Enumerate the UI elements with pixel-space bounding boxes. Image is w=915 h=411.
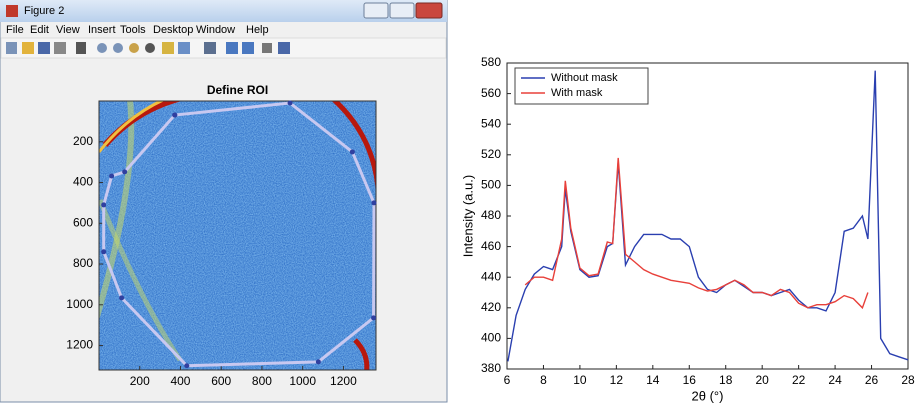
series-line xyxy=(524,157,869,310)
y-tick-label: 460 xyxy=(481,239,501,253)
y-tick-label: 380 xyxy=(481,361,501,375)
y-tick-label: 1200 xyxy=(66,338,93,352)
app-icon xyxy=(6,5,18,17)
toolbar-icons xyxy=(6,42,290,54)
x-tick-label: 16 xyxy=(683,373,697,387)
roi-vertex xyxy=(122,169,128,175)
y-tick-label: 560 xyxy=(481,86,501,100)
x-tick-label: 6 xyxy=(504,373,511,387)
roi-vertex xyxy=(184,363,190,369)
menu-item[interactable]: Tools xyxy=(120,24,146,36)
legend-label: With mask xyxy=(551,87,603,99)
x-tick-label: 24 xyxy=(828,373,842,387)
y-tick-label: 440 xyxy=(481,269,501,283)
y-tick-label: 200 xyxy=(73,134,93,148)
x-tick-label: 26 xyxy=(865,373,879,387)
window-title: Figure 2 xyxy=(24,5,64,17)
y-tick-label: 500 xyxy=(481,178,501,192)
menu-item[interactable]: Desktop xyxy=(153,24,193,36)
maximize-button[interactable] xyxy=(389,2,415,19)
title-bar xyxy=(0,0,447,22)
roi-vertex xyxy=(119,295,125,301)
x-tick-label: 200 xyxy=(130,374,150,388)
y-tick-label: 1000 xyxy=(66,297,93,311)
x-tick-label: 8 xyxy=(540,373,547,387)
x-tick-label: 1200 xyxy=(330,374,357,388)
y-tick-label: 400 xyxy=(73,175,93,189)
y-tick-label: 400 xyxy=(481,331,501,345)
menu-item[interactable]: Help xyxy=(246,24,269,36)
x-tick-label: 18 xyxy=(719,373,733,387)
x-tick-label: 12 xyxy=(610,373,624,387)
roi-vertex xyxy=(349,149,355,155)
menu-item[interactable]: Window xyxy=(196,24,235,36)
roi-vertex xyxy=(315,359,321,365)
x-tick-label: 400 xyxy=(170,374,190,388)
y-tick-label: 540 xyxy=(481,116,501,130)
y-tick-label: 580 xyxy=(481,55,501,69)
minimize-button[interactable] xyxy=(363,2,389,19)
roi-vertex xyxy=(287,100,293,106)
close-button[interactable] xyxy=(415,2,443,19)
menu-item[interactable]: Edit xyxy=(30,24,49,36)
roi-vertex xyxy=(371,315,377,321)
roi-vertex xyxy=(371,200,377,206)
roi-vertex xyxy=(109,173,115,179)
roi-vertex xyxy=(101,249,107,255)
image-title: Define ROI xyxy=(207,83,268,97)
series-line xyxy=(507,70,909,362)
y-tick-label: 800 xyxy=(73,256,93,270)
x-tick-label: 1000 xyxy=(289,374,316,388)
x-tick-label: 14 xyxy=(646,373,660,387)
x-tick-label: 800 xyxy=(252,374,272,388)
y-tick-label: 420 xyxy=(481,300,501,314)
x-axis-label: 2θ (°) xyxy=(692,388,724,403)
y-tick-label: 600 xyxy=(73,215,93,229)
menu-item[interactable]: File xyxy=(6,24,24,36)
menu-item[interactable]: View xyxy=(56,24,80,36)
toolbar xyxy=(0,37,447,59)
x-tick-label: 600 xyxy=(211,374,231,388)
diffraction-image xyxy=(99,101,376,370)
x-tick-label: 20 xyxy=(756,373,770,387)
plot-frame xyxy=(506,62,909,370)
x-tick-label: 22 xyxy=(792,373,806,387)
roi-vertex xyxy=(172,112,178,118)
menu-item[interactable]: Insert xyxy=(88,24,116,36)
y-tick-label: 480 xyxy=(481,208,501,222)
legend-box xyxy=(514,67,649,105)
y-tick-label: 520 xyxy=(481,147,501,161)
y-axis-label: Intensity (a.u.) xyxy=(460,175,475,257)
image-axes-frame xyxy=(98,100,377,371)
x-tick-label: 28 xyxy=(901,373,915,387)
x-tick-label: 10 xyxy=(573,373,587,387)
menu-bar: File Edit View Insert Tools Desktop Window Help xyxy=(6,24,269,36)
legend-label: Without mask xyxy=(551,72,618,84)
roi-vertex xyxy=(101,202,107,208)
